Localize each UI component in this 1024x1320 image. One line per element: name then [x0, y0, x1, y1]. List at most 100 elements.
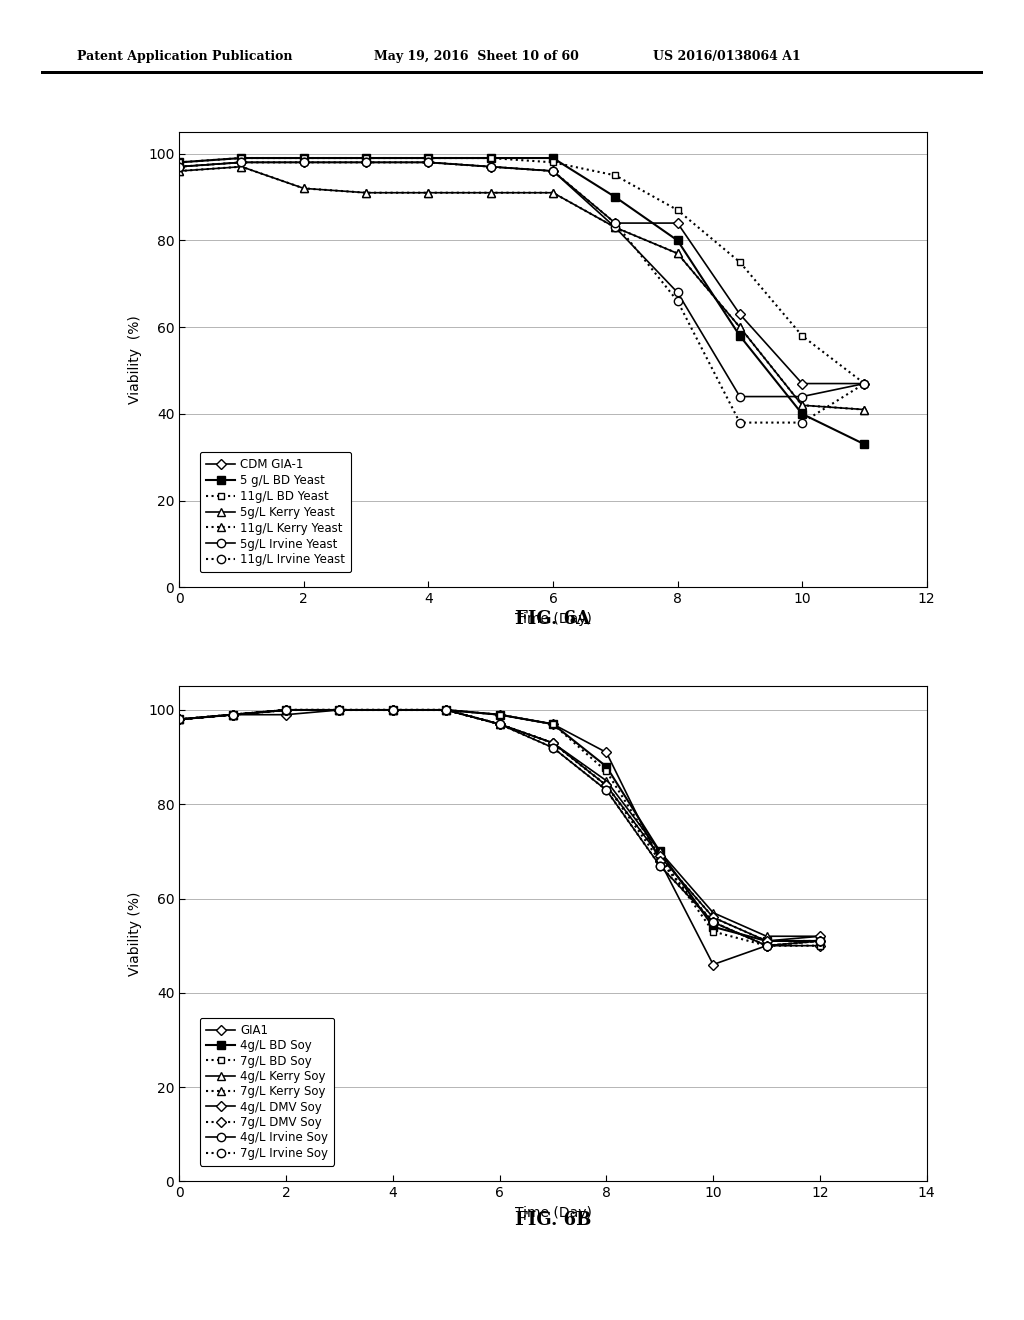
7g/L Kerry Soy: [173, 711, 185, 727]
5g/L Kerry Yeast: [484, 185, 497, 201]
Text: FIG. 6A: FIG. 6A: [515, 610, 591, 628]
CDM GIA-1: [360, 154, 373, 170]
7g/L DMV Soy: [761, 937, 773, 953]
5g/L Irvine Yeast: [298, 154, 310, 170]
5g/L Irvine Yeast: [609, 219, 622, 235]
4g/L Kerry Soy: [494, 717, 506, 733]
5g/L Irvine Yeast: [858, 376, 870, 392]
4g/L Irvine Soy: [653, 858, 666, 874]
5 g/L BD Yeast: [173, 154, 185, 170]
7g/L BD Soy: [440, 702, 453, 718]
7g/L BD Soy: [707, 924, 719, 940]
7g/L Irvine Soy: [653, 858, 666, 874]
7g/L Kerry Soy: [653, 849, 666, 865]
4g/L BD Soy: [707, 919, 719, 935]
5 g/L BD Yeast: [422, 150, 434, 166]
7g/L Kerry Soy: [761, 933, 773, 949]
4g/L Irvine Soy: [440, 702, 453, 718]
11g/L Kerry Yeast: [298, 181, 310, 197]
4g/L DMV Soy: [653, 849, 666, 865]
Line: 4g/L Kerry Soy: 4g/L Kerry Soy: [175, 706, 824, 940]
Y-axis label: Viability  (%): Viability (%): [128, 315, 142, 404]
Line: 11g/L BD Yeast: 11g/L BD Yeast: [176, 154, 868, 387]
Line: 5g/L Irvine Yeast: 5g/L Irvine Yeast: [175, 158, 868, 401]
4g/L BD Soy: [440, 702, 453, 718]
5g/L Kerry Yeast: [609, 219, 622, 235]
11g/L Irvine Yeast: [298, 154, 310, 170]
11g/L Irvine Yeast: [796, 414, 808, 430]
5g/L Kerry Yeast: [733, 319, 745, 335]
Line: GIA1: GIA1: [176, 706, 823, 968]
7g/L BD Soy: [814, 937, 826, 953]
7g/L Irvine Soy: [547, 739, 559, 755]
GIA1: [226, 706, 239, 722]
CDM GIA-1: [547, 164, 559, 180]
7g/L BD Soy: [653, 849, 666, 865]
4g/L BD Soy: [761, 933, 773, 949]
11g/L Kerry Yeast: [733, 319, 745, 335]
GIA1: [440, 702, 453, 718]
5g/L Irvine Yeast: [672, 285, 684, 301]
GIA1: [653, 853, 666, 869]
4g/L Irvine Soy: [280, 702, 292, 718]
7g/L DMV Soy: [600, 777, 612, 793]
7g/L Kerry Soy: [387, 702, 399, 718]
4g/L DMV Soy: [547, 735, 559, 751]
4g/L Irvine Soy: [226, 706, 239, 722]
GIA1: [547, 717, 559, 733]
7g/L Irvine Soy: [440, 702, 453, 718]
Text: US 2016/0138064 A1: US 2016/0138064 A1: [653, 50, 801, 63]
7g/L DMV Soy: [440, 702, 453, 718]
11g/L BD Yeast: [858, 376, 870, 392]
4g/L DMV Soy: [333, 702, 345, 718]
Text: FIG. 6B: FIG. 6B: [515, 1210, 591, 1229]
7g/L Kerry Soy: [333, 702, 345, 718]
7g/L Irvine Soy: [600, 783, 612, 799]
11g/L Irvine Yeast: [422, 154, 434, 170]
7g/L Irvine Soy: [333, 702, 345, 718]
5g/L Kerry Yeast: [422, 185, 434, 201]
5g/L Irvine Yeast: [173, 158, 185, 174]
4g/L Irvine Soy: [814, 933, 826, 949]
5 g/L BD Yeast: [236, 150, 248, 166]
5 g/L BD Yeast: [609, 189, 622, 205]
7g/L DMV Soy: [173, 711, 185, 727]
Line: 5 g/L BD Yeast: 5 g/L BD Yeast: [175, 154, 868, 449]
4g/L Kerry Soy: [707, 904, 719, 920]
11g/L BD Yeast: [173, 154, 185, 170]
4g/L Irvine Soy: [333, 702, 345, 718]
5 g/L BD Yeast: [672, 232, 684, 248]
5 g/L BD Yeast: [360, 150, 373, 166]
11g/L BD Yeast: [484, 150, 497, 166]
4g/L Kerry Soy: [333, 702, 345, 718]
Line: 7g/L DMV Soy: 7g/L DMV Soy: [176, 706, 823, 949]
5 g/L BD Yeast: [484, 150, 497, 166]
11g/L Irvine Yeast: [672, 293, 684, 309]
GIA1: [707, 957, 719, 973]
4g/L DMV Soy: [761, 933, 773, 949]
Line: 4g/L Irvine Soy: 4g/L Irvine Soy: [175, 706, 824, 950]
X-axis label: Time (Day): Time (Day): [514, 611, 592, 626]
GIA1: [600, 744, 612, 760]
11g/L Kerry Yeast: [484, 185, 497, 201]
4g/L BD Soy: [494, 706, 506, 722]
4g/L DMV Soy: [600, 777, 612, 793]
11g/L BD Yeast: [236, 150, 248, 166]
4g/L BD Soy: [547, 717, 559, 733]
7g/L DMV Soy: [226, 706, 239, 722]
5g/L Kerry Yeast: [796, 397, 808, 413]
4g/L Kerry Soy: [761, 928, 773, 944]
5g/L Kerry Yeast: [858, 401, 870, 417]
7g/L Irvine Soy: [707, 915, 719, 931]
4g/L Irvine Soy: [547, 739, 559, 755]
5g/L Irvine Yeast: [547, 164, 559, 180]
CDM GIA-1: [298, 154, 310, 170]
4g/L BD Soy: [653, 843, 666, 859]
11g/L BD Yeast: [547, 154, 559, 170]
X-axis label: Time (Day): Time (Day): [514, 1205, 592, 1220]
11g/L Irvine Yeast: [733, 414, 745, 430]
11g/L BD Yeast: [609, 168, 622, 183]
Y-axis label: Viability (%): Viability (%): [128, 892, 142, 975]
5 g/L BD Yeast: [547, 150, 559, 166]
Text: May 19, 2016  Sheet 10 of 60: May 19, 2016 Sheet 10 of 60: [374, 50, 579, 63]
